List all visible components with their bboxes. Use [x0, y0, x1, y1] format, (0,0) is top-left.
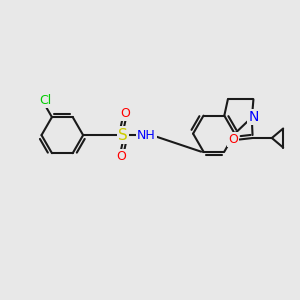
Text: O: O: [116, 150, 126, 163]
Text: O: O: [228, 133, 238, 146]
Text: NH: NH: [137, 129, 156, 142]
Text: S: S: [118, 128, 128, 142]
Text: O: O: [121, 107, 130, 120]
Text: N: N: [248, 110, 259, 124]
Text: Cl: Cl: [39, 94, 51, 107]
